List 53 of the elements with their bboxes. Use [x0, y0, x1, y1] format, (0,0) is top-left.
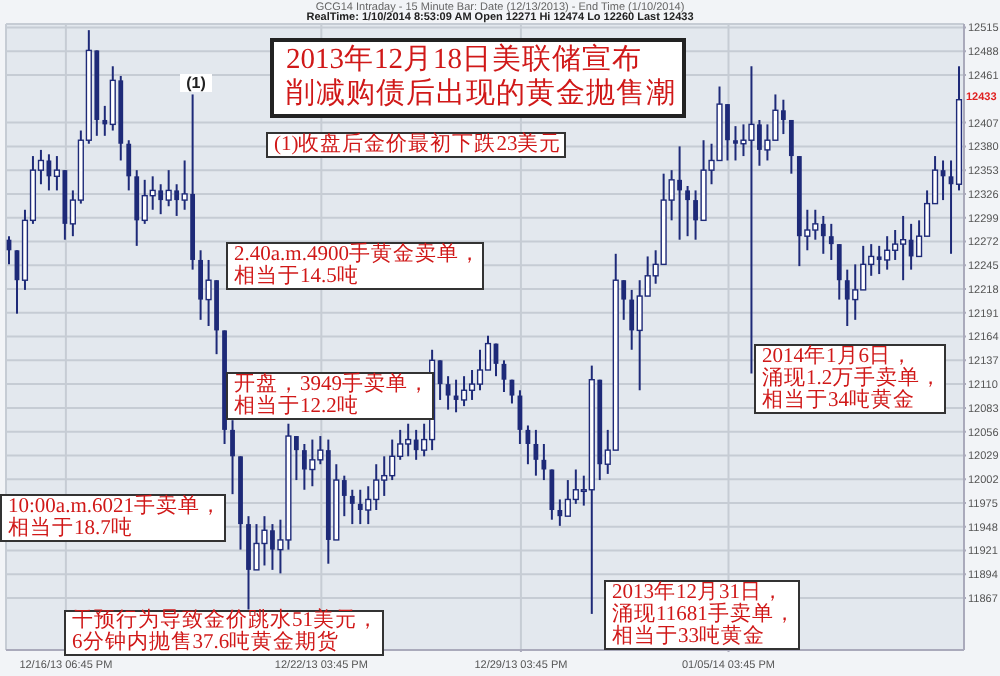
candlestick — [844, 268, 850, 327]
candlestick — [812, 208, 819, 241]
candlestick — [309, 438, 316, 488]
candlestick — [541, 442, 547, 482]
annotation: 2014年1月6日，涌现1.2万手卖单，相当于34吨黄金 — [762, 346, 943, 412]
candlestick — [629, 288, 635, 351]
candlestick — [141, 178, 148, 225]
candlestick — [381, 455, 388, 497]
annotation: 2013年12月31日，涌现11681手卖单，相当于33吨黄金 — [612, 582, 796, 648]
candlestick — [405, 422, 412, 458]
candlestick — [852, 263, 859, 321]
candlestick — [365, 485, 372, 526]
candlestick — [373, 463, 380, 512]
candlestick — [468, 369, 476, 401]
candlestick — [174, 183, 180, 217]
candlestick — [884, 235, 891, 271]
candlestick — [413, 428, 419, 461]
candlestick — [158, 183, 164, 216]
candlestick — [677, 145, 682, 241]
annotation: 干预行为导致金价跳水51美元，6分钟内抛售37.6吨黄金期货 — [72, 610, 379, 654]
candlestick — [476, 348, 484, 392]
candlestick — [900, 214, 907, 282]
candlestick — [301, 442, 307, 491]
annotation: 10:00a.m.6021手卖单，相当于18.7吨 — [8, 496, 222, 540]
annotation: (1)收盘后金价最初下跌23美元 — [274, 134, 562, 156]
text: 削减购债后出现的黄金抛售潮 — [286, 78, 676, 112]
candlestick — [205, 258, 212, 327]
candlestick — [908, 222, 914, 271]
candlestick — [349, 488, 355, 526]
candlestick — [836, 243, 842, 301]
candlestick — [828, 222, 834, 261]
candlestick — [820, 214, 826, 255]
text: 2013年12月18日美联储宣布 — [286, 44, 644, 78]
candlestick — [892, 229, 899, 261]
candlestick — [549, 468, 555, 521]
candlestick — [788, 118, 794, 175]
candlestick — [126, 139, 132, 192]
candlestick — [636, 279, 643, 392]
annotation: (1) — [180, 74, 212, 93]
annotation: 2.40a.m.4900手黄金卖单，相当于14.5吨 — [234, 244, 481, 288]
candlestick — [564, 479, 571, 518]
candlestick — [230, 419, 235, 496]
candlestick — [780, 98, 786, 136]
candlestick — [876, 244, 882, 276]
candlestick — [134, 169, 140, 247]
candlestick — [357, 488, 363, 526]
candlestick — [165, 169, 172, 208]
candlestick — [460, 375, 468, 408]
candlestick — [261, 515, 268, 567]
candlestick — [389, 438, 396, 482]
candlestick — [685, 185, 690, 238]
candlestick — [557, 498, 563, 527]
annotation: 开盘，3949手卖单，相当于12.2吨 — [234, 374, 430, 418]
